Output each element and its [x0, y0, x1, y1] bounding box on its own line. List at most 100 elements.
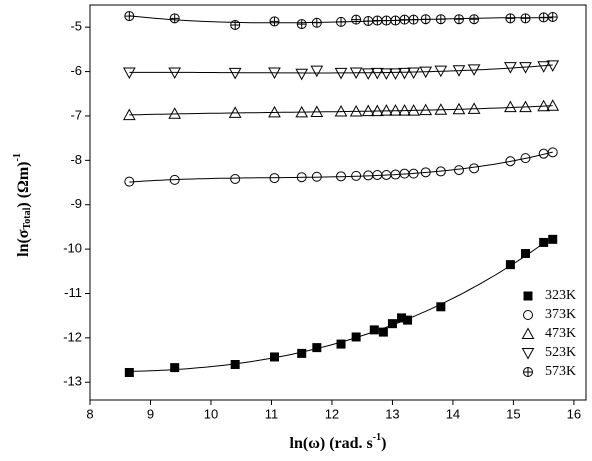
marker-shape: [409, 15, 419, 25]
marker: [351, 332, 361, 342]
marker: [168, 67, 182, 79]
marker: [523, 367, 533, 377]
marker-shape: [408, 168, 419, 179]
marker-shape: [548, 12, 558, 22]
marker: [230, 19, 241, 30]
x-tick-label: 14: [446, 406, 460, 421]
marker-shape: [546, 60, 560, 72]
marker-shape: [505, 260, 515, 270]
marker: [453, 165, 464, 176]
y-tick-label: -10: [63, 241, 82, 256]
marker-shape: [547, 147, 558, 158]
marker-shape: [370, 67, 384, 80]
marker: [124, 367, 134, 377]
marker-shape: [297, 348, 307, 358]
marker-shape: [380, 68, 393, 80]
marker: [122, 67, 136, 79]
marker-shape: [269, 352, 279, 362]
marker: [452, 102, 466, 115]
marker-shape: [370, 104, 384, 117]
marker-shape: [351, 170, 362, 181]
marker-shape: [419, 66, 433, 79]
y-label-sup: -1: [12, 153, 23, 161]
marker: [168, 107, 182, 119]
marker: [398, 104, 411, 116]
marker: [230, 359, 240, 369]
marker: [435, 166, 446, 177]
marker: [519, 62, 532, 74]
marker: [380, 68, 393, 80]
marker: [436, 302, 446, 312]
marker-shape: [269, 16, 279, 26]
marker-shape: [310, 105, 324, 117]
marker-shape: [351, 332, 361, 342]
marker: [537, 99, 551, 112]
marker-shape: [380, 104, 393, 116]
marker: [419, 66, 433, 79]
marker: [505, 156, 516, 167]
marker-shape: [349, 104, 363, 117]
marker: [504, 62, 517, 74]
marker: [390, 15, 401, 26]
marker-shape: [372, 16, 382, 26]
marker: [334, 67, 348, 80]
marker-shape: [467, 102, 481, 114]
marker-shape: [363, 16, 373, 26]
marker: [296, 172, 307, 183]
marker: [519, 100, 532, 113]
marker: [387, 319, 397, 329]
marker: [361, 104, 375, 117]
marker-shape: [168, 67, 182, 79]
marker-shape: [169, 174, 180, 185]
marker-shape: [469, 14, 479, 24]
legend-label: 473K: [545, 326, 576, 341]
marker: [295, 105, 309, 118]
marker: [230, 173, 241, 184]
marker: [311, 17, 322, 28]
y-tick-label: -12: [63, 329, 82, 344]
marker: [547, 147, 558, 158]
marker: [269, 352, 279, 362]
marker-shape: [546, 99, 560, 111]
x-tick-label: 9: [147, 406, 154, 421]
marker: [469, 163, 480, 174]
marker: [124, 11, 135, 22]
marker-shape: [504, 62, 517, 74]
marker-shape: [369, 325, 379, 335]
marker-shape: [435, 166, 446, 177]
marker: [296, 19, 307, 30]
marker-shape: [230, 20, 240, 30]
marker-shape: [295, 68, 309, 81]
marker-shape: [519, 100, 532, 113]
marker: [420, 14, 431, 25]
marker: [521, 348, 535, 360]
y-tick-label: -11: [64, 285, 82, 300]
marker: [453, 14, 464, 25]
marker: [547, 11, 558, 22]
marker: [403, 315, 413, 325]
marker: [378, 327, 388, 337]
x-label-end: ): [381, 435, 386, 452]
marker-shape: [168, 107, 182, 119]
marker: [537, 61, 551, 73]
marker-shape: [230, 173, 241, 184]
legend-label: 573K: [545, 364, 576, 379]
marker: [467, 102, 481, 114]
marker-shape: [311, 171, 322, 182]
marker-shape: [548, 234, 558, 244]
marker: [408, 14, 419, 25]
y-tick-label: -5: [70, 19, 82, 34]
marker: [169, 13, 180, 24]
x-tick-label: 15: [506, 406, 520, 421]
marker: [521, 327, 535, 339]
marker: [523, 310, 533, 320]
x-label-text: ln(ω) (rad. s: [290, 435, 373, 452]
marker: [520, 153, 531, 164]
marker-shape: [390, 16, 400, 26]
marker: [336, 171, 347, 182]
marker: [381, 15, 392, 26]
x-tick-label: 12: [325, 406, 339, 421]
marker: [349, 104, 363, 117]
x-tick-label: 10: [204, 406, 218, 421]
